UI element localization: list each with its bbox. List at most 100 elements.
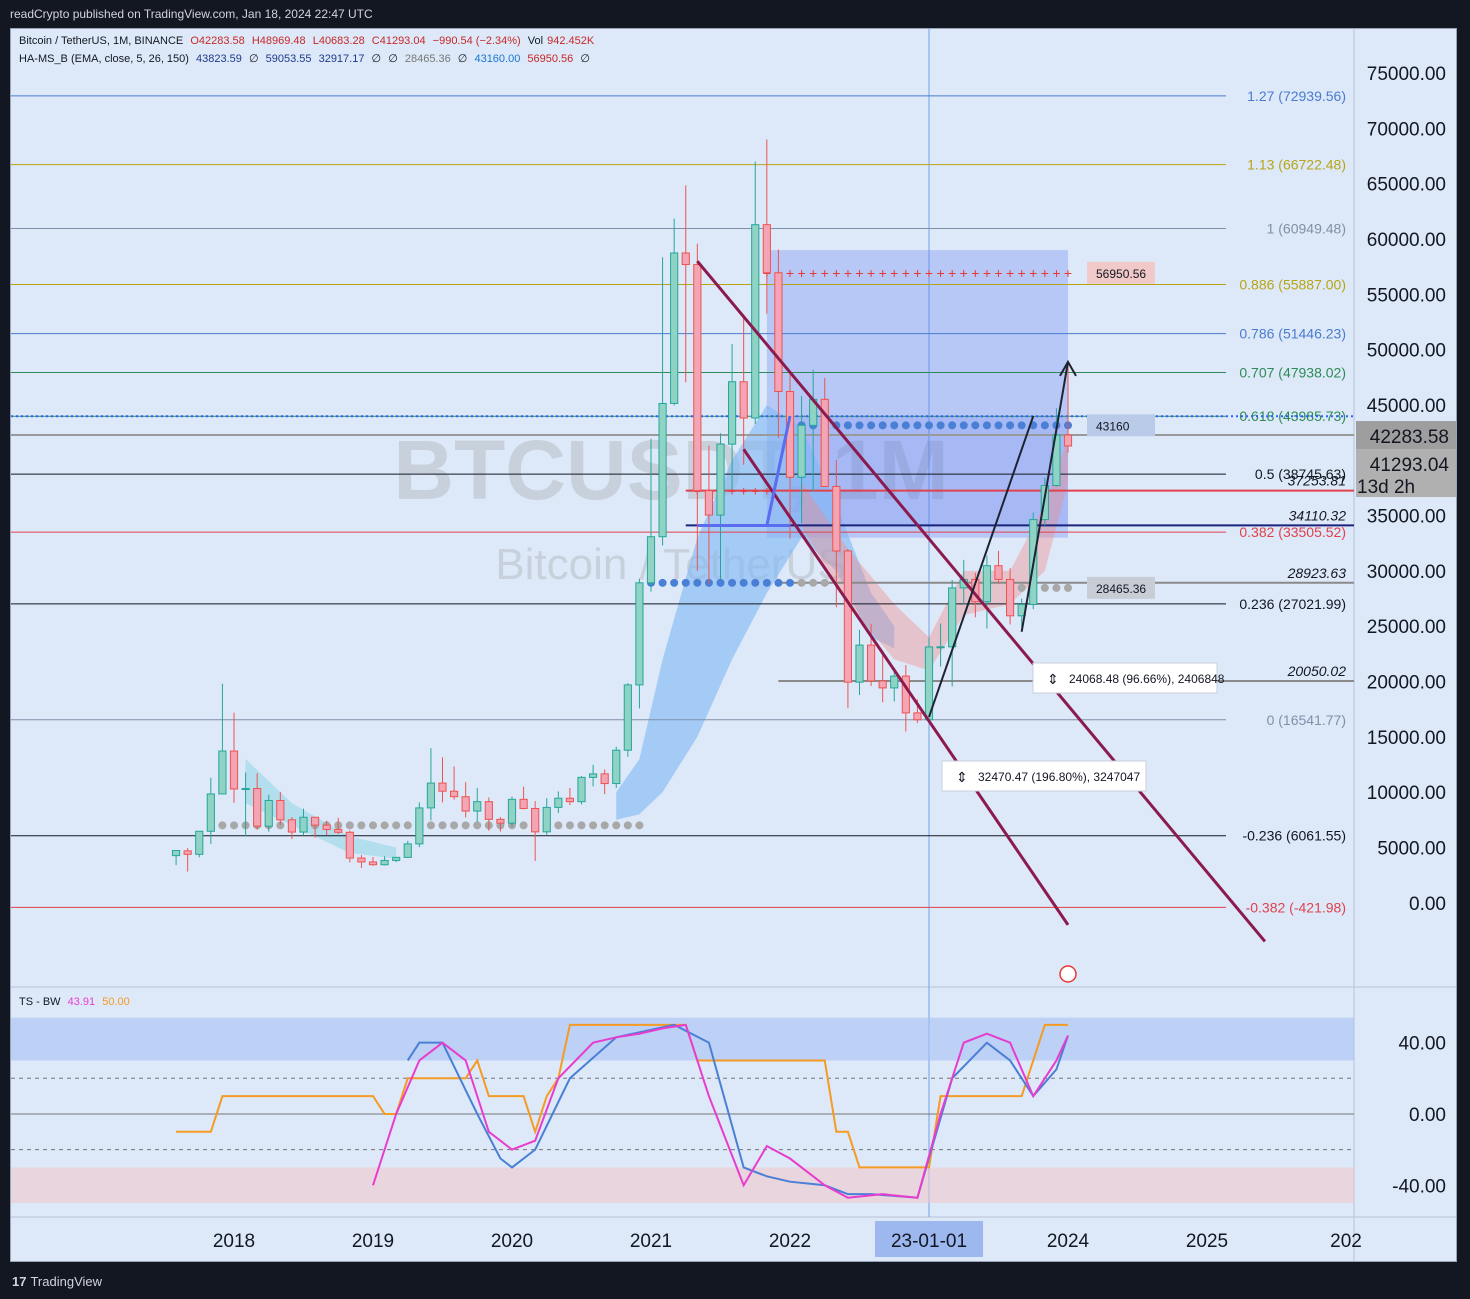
indicator-dot-gray (612, 821, 621, 830)
hline-label-1: 34110.32 (1289, 507, 1347, 523)
candle-body-43 (670, 252, 679, 404)
indicator-value-1: 43823.59 (196, 53, 242, 65)
footer-brand[interactable]: TradingView (30, 1274, 103, 1289)
candle-body-44 (681, 252, 690, 266)
fib-label-11: -0.236 (6061.55) (1242, 828, 1346, 844)
candle-body-20 (403, 843, 412, 858)
indicator-dot-blue (913, 421, 922, 430)
main-legend: Bitcoin / TetherUS, 1M, BINANCE O42283.5… (19, 35, 598, 47)
candle-body-34 (565, 797, 575, 803)
candle-body-18 (380, 859, 389, 866)
price-tick-7: 35000.00 (1367, 507, 1446, 528)
indicator-cross-red: + (728, 484, 736, 499)
fib-label-0: 1.27 (72939.56) (1247, 88, 1346, 104)
ruler-icon: ⇕ (1047, 671, 1059, 687)
candle-body-21 (415, 807, 424, 845)
indicator-cross-red: + (797, 265, 805, 281)
oscillator-value-1: 43.91 (67, 996, 96, 1008)
indicator-cross-red: + (832, 265, 840, 281)
indicator-dot-gray (600, 821, 609, 830)
indicator-dot-gray (1040, 583, 1049, 592)
indicator-tag-bg-2 (1087, 576, 1155, 599)
indicator-cross-red: + (983, 265, 991, 281)
indicator-cross-red: + (1029, 265, 1037, 281)
indicator-tag-2: 28465.36 (1096, 582, 1146, 596)
candle-body-47 (716, 443, 725, 516)
indicator-value-5: ∅ (371, 53, 382, 65)
candle-body-8 (264, 799, 273, 827)
candle-body-60 (866, 644, 876, 682)
measurement-2-bg (941, 760, 1147, 792)
indicator-dot-blue (878, 421, 887, 430)
candle-body-48 (727, 381, 737, 445)
ema-cloud-blue (616, 404, 895, 820)
indicator-dot-gray (218, 821, 227, 830)
indicator-value-8: ∅ (457, 53, 468, 65)
channel-upper-line (696, 260, 1267, 943)
indicator-cross-red: + (844, 265, 852, 281)
open-price-tag-bg (1356, 421, 1456, 450)
candle-body-7 (253, 788, 262, 827)
indicator-value-3: 59053.55 (265, 53, 312, 65)
indicator-tag-0: 56950.56 (1096, 267, 1146, 281)
candle-body-0 (171, 849, 181, 857)
osc-tick-1: 0.00 (1409, 1105, 1446, 1126)
indicator-dot-blue (728, 578, 737, 587)
arrow-head-icon (1059, 359, 1077, 377)
indicator-legend: HA-MS_B (EMA, close, 5, 26, 150) 43823.5… (19, 52, 594, 65)
indicator-cross-red: + (994, 265, 1002, 281)
time-tick-4: 2022 (769, 1231, 811, 1252)
indicator-name[interactable]: HA-MS_B (EMA, close, 5, 26, 150) (19, 53, 189, 65)
price-tick-11: 15000.00 (1367, 728, 1446, 749)
indicator-cross-red: + (936, 265, 944, 281)
candle-body-12 (310, 816, 320, 826)
price-tick-8: 30000.00 (1367, 562, 1446, 583)
candle-body-52 (774, 272, 783, 393)
candle-body-71 (994, 565, 1003, 580)
tradingview-logo-icon[interactable]: 17 (12, 1274, 27, 1289)
ema-cloud-teal (245, 758, 397, 859)
candle-body-13 (322, 824, 331, 830)
indicator-dot-gray (589, 821, 598, 830)
ruler-icon: ⇕ (956, 769, 968, 785)
candle-body-46 (704, 490, 714, 516)
measurement-1-bg (1032, 662, 1218, 694)
indicator-dot-blue (751, 578, 760, 587)
indicator-dot-blue (693, 578, 702, 587)
indicator-dot-gray (809, 578, 818, 587)
indicator-dot-gray (1064, 583, 1072, 592)
candle-body-6 (241, 788, 250, 791)
fib-label-5: 0.707 (47938.02) (1239, 364, 1346, 380)
ema-cloud-red (801, 438, 1068, 671)
close-price-tag-bg (1356, 449, 1456, 498)
candle-body-27 (484, 801, 493, 820)
candle-body-25 (461, 796, 470, 812)
chart-frame[interactable]: BTCUSDT, 1M Bitcoin / TetherUS 1.27 (72939… (10, 28, 1457, 1262)
candle-body-30 (519, 798, 528, 809)
fib-label-10: 0 (16541.77) (1267, 712, 1346, 728)
candle-body-36 (588, 773, 598, 778)
indicator-cross-red: + (879, 265, 887, 281)
indicator-dot-blue (739, 578, 748, 587)
candle-body-56 (820, 398, 829, 488)
indicator-dot-blue (658, 578, 667, 587)
publisher-text: readCrypto published on TradingView.com,… (10, 7, 373, 21)
indicator-dot-blue (971, 421, 980, 430)
fib-label-12: -0.382 (-421.98) (1246, 899, 1346, 915)
indicator-value-6: ∅ (388, 53, 398, 65)
symbol-label[interactable]: Bitcoin / TetherUS, 1M, BINANCE (19, 35, 184, 47)
lightning-icon (1059, 965, 1077, 983)
indicator-dot-gray (820, 578, 829, 587)
fib-label-9: 0.236 (27021.99) (1239, 596, 1346, 612)
indicator-dot-blue (843, 421, 852, 430)
candle-body-41 (646, 536, 656, 584)
price-tick-13: 5000.00 (1377, 838, 1446, 859)
close-value: C41293.04 (371, 35, 426, 47)
candle-body-28 (496, 818, 505, 824)
indicator-dot-blue (936, 421, 945, 430)
indicator-dot-gray (357, 821, 366, 830)
indicator-dot-blue (890, 421, 899, 430)
oscillator-name[interactable]: TS - BW (19, 996, 61, 1008)
candle-body-37 (600, 773, 609, 785)
